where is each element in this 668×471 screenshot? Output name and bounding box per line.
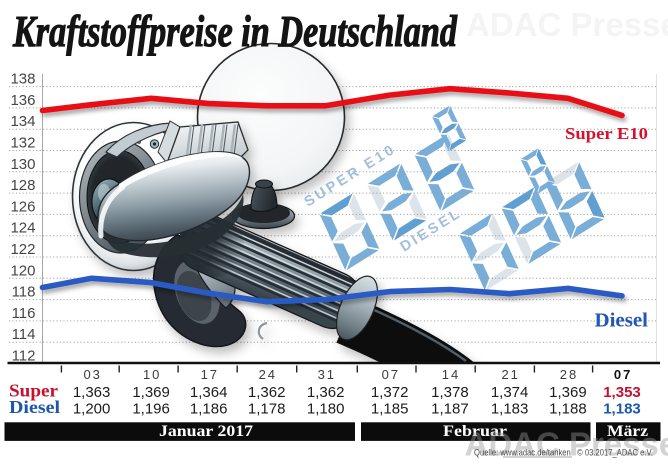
svg-text:1,362: 1,362 xyxy=(307,384,345,401)
svg-text:116: 116 xyxy=(12,305,36,322)
svg-text:124: 124 xyxy=(10,220,35,237)
svg-text:1,363: 1,363 xyxy=(73,384,111,401)
svg-text:1,200: 1,200 xyxy=(73,400,111,417)
svg-text:122: 122 xyxy=(10,241,35,258)
svg-text:1,185: 1,185 xyxy=(371,400,409,417)
svg-text:24: 24 xyxy=(259,367,277,382)
svg-text:Diesel: Diesel xyxy=(9,397,60,417)
svg-text:1,188: 1,188 xyxy=(549,400,587,417)
svg-text:17: 17 xyxy=(201,367,219,382)
svg-text:Diesel: Diesel xyxy=(595,311,649,332)
svg-text:1,372: 1,372 xyxy=(371,384,409,401)
svg-text:1,362: 1,362 xyxy=(248,384,286,401)
svg-text:1,369: 1,369 xyxy=(132,384,170,401)
svg-text:14: 14 xyxy=(442,367,460,382)
svg-text:07: 07 xyxy=(382,367,400,382)
svg-text:ADAC Presse: ADAC Presse xyxy=(465,426,668,463)
svg-text:Januar 2017: Januar 2017 xyxy=(159,423,253,440)
svg-text:134: 134 xyxy=(10,113,35,130)
svg-text:132: 132 xyxy=(10,135,35,152)
svg-text:28: 28 xyxy=(560,367,578,382)
svg-text:31: 31 xyxy=(318,367,336,382)
svg-text:136: 136 xyxy=(10,92,35,109)
svg-text:Super: Super xyxy=(9,381,58,401)
svg-text:138: 138 xyxy=(10,71,35,88)
svg-text:1,183: 1,183 xyxy=(491,400,529,417)
svg-text:Super E10: Super E10 xyxy=(565,124,648,143)
svg-text:03: 03 xyxy=(83,367,101,382)
svg-text:1,369: 1,369 xyxy=(549,384,587,401)
svg-text:114: 114 xyxy=(12,326,36,343)
svg-text:130: 130 xyxy=(10,156,35,173)
svg-text:1,178: 1,178 xyxy=(248,400,286,417)
svg-text:1,180: 1,180 xyxy=(307,400,345,417)
svg-text:112: 112 xyxy=(12,348,36,365)
svg-text:1,183: 1,183 xyxy=(603,400,641,417)
svg-text:1,196: 1,196 xyxy=(132,400,170,417)
svg-text:21: 21 xyxy=(501,367,519,382)
svg-text:118: 118 xyxy=(12,284,36,301)
svg-text:1,364: 1,364 xyxy=(190,384,228,401)
svg-text:1,186: 1,186 xyxy=(190,400,228,417)
svg-text:1,374: 1,374 xyxy=(491,384,529,401)
svg-text:120: 120 xyxy=(10,262,35,279)
svg-text:Quelle: www.adac.de/tanken ©: Quelle: www.adac.de/tanken © 03.2017_ADA… xyxy=(474,448,653,459)
svg-text:März: März xyxy=(607,423,648,440)
svg-text:07: 07 xyxy=(614,367,632,382)
svg-text:ADAC Presse: ADAC Presse xyxy=(466,6,668,43)
svg-text:1,378: 1,378 xyxy=(431,384,469,401)
svg-text:Februar: Februar xyxy=(443,423,507,440)
svg-text:128: 128 xyxy=(10,177,35,194)
svg-text:126: 126 xyxy=(10,198,35,215)
svg-text:1,353: 1,353 xyxy=(603,384,641,401)
svg-text:1,187: 1,187 xyxy=(431,400,469,417)
svg-text:Kraftstoffpreise in Deutschlan: Kraftstoffpreise in Deutschland xyxy=(12,7,458,56)
svg-text:10: 10 xyxy=(143,367,161,382)
